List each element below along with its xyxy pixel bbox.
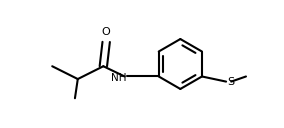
Text: S: S <box>227 77 235 87</box>
Text: NH: NH <box>110 73 126 83</box>
Text: O: O <box>102 27 110 37</box>
